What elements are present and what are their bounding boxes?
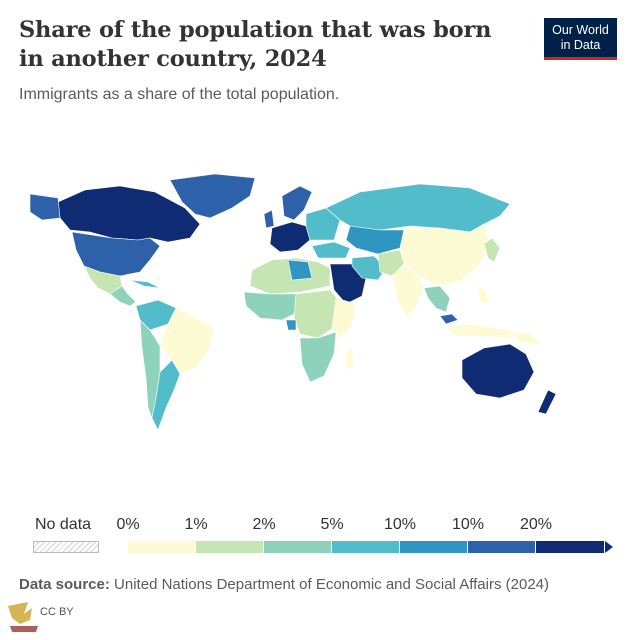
legend-swatch[interactable] [400, 541, 468, 553]
country-usa[interactable] [71, 231, 161, 277]
legend-no-data-swatch[interactable] [33, 541, 99, 553]
legend-swatch[interactable] [468, 541, 536, 553]
legend-tick: 0% [116, 516, 140, 533]
country-philippines[interactable] [477, 285, 489, 305]
country-canada[interactable] [57, 185, 201, 243]
region-central-america[interactable] [109, 285, 137, 307]
country-new-zealand[interactable] [537, 389, 557, 415]
region-west-africa[interactable] [243, 291, 299, 321]
country-madagascar[interactable] [345, 347, 355, 371]
logo-line-2: in Data [560, 38, 601, 52]
source-text[interactable]: United Nations Department of Economic an… [114, 576, 549, 593]
arab-defense-forum-logo-icon [8, 602, 38, 632]
region-uk-ireland[interactable] [263, 209, 275, 229]
legend-swatch[interactable] [332, 541, 400, 553]
legend-tick: 2% [252, 516, 276, 533]
owid-logo[interactable]: Our World in Data [544, 18, 617, 60]
country-iran[interactable] [351, 255, 387, 281]
country-argentina[interactable] [151, 359, 181, 431]
country-brazil[interactable] [159, 307, 215, 375]
legend-swatch[interactable] [196, 541, 264, 553]
country-alaska[interactable] [29, 193, 61, 221]
data-source: Data source: United Nations Department o… [19, 576, 549, 593]
legend-tick: 20% [519, 516, 553, 533]
legend-swatch[interactable] [264, 541, 332, 553]
legend-tick: 10% [451, 516, 485, 533]
region-southeast-asia[interactable] [423, 285, 451, 313]
chart-title: Share of the population that was born in… [19, 17, 492, 72]
watermark-text: CC BY [40, 606, 74, 618]
legend-tick: 10% [383, 516, 417, 533]
country-australia[interactable] [461, 343, 535, 399]
country-gabon[interactable] [285, 319, 297, 331]
color-legend: No data 0% 1% 2% 5% 10% 10% 20% [0, 510, 640, 560]
legend-tick: 1% [184, 516, 208, 533]
country-libya[interactable] [287, 259, 313, 281]
region-central-asia[interactable] [345, 225, 405, 255]
legend-swatch[interactable] [128, 541, 196, 553]
world-map[interactable] [0, 168, 640, 438]
country-indonesia[interactable] [445, 323, 521, 339]
region-china-mongolia[interactable] [399, 223, 491, 287]
region-western-europe[interactable] [269, 221, 311, 253]
legend-arrow-icon [605, 541, 613, 553]
region-korea-japan[interactable] [483, 237, 501, 263]
region-malaysia[interactable] [439, 313, 459, 325]
legend-tick: 5% [320, 516, 344, 533]
region-turkey-caucasus[interactable] [311, 241, 351, 259]
legend-no-data-label: No data [35, 516, 92, 533]
region-scandinavia[interactable] [281, 185, 313, 221]
region-east-africa[interactable] [331, 297, 357, 339]
region-caribbean[interactable] [129, 279, 161, 289]
country-india[interactable] [391, 263, 425, 317]
country-papua-new-guinea[interactable] [511, 331, 541, 345]
region-north-africa[interactable] [249, 257, 331, 295]
legend-swatch[interactable] [536, 541, 605, 553]
chart-subtitle: Immigrants as a share of the total popul… [19, 86, 340, 103]
logo-line-1: Our World [552, 23, 609, 37]
region-southern-africa[interactable] [299, 331, 337, 383]
country-greenland[interactable] [169, 173, 256, 219]
source-label: Data source: [19, 576, 110, 593]
